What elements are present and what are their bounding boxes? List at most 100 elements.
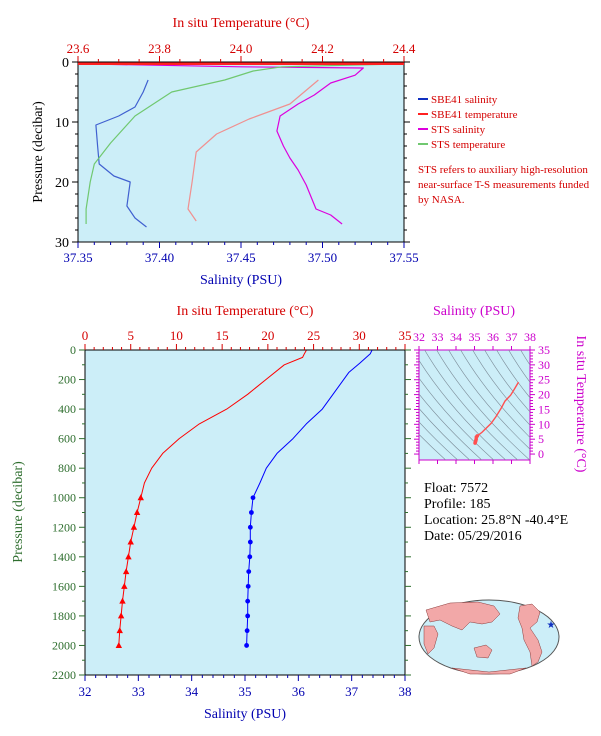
pressure-tick-label: 30: [55, 236, 69, 251]
contour-group: [419, 350, 530, 460]
temperature-marker: [137, 494, 144, 501]
temperature-marker: [115, 641, 123, 648]
sal-tick-label: 37.55: [389, 250, 418, 265]
density-contour: [419, 407, 471, 460]
bottom-tick-marks: [79, 344, 411, 681]
sal-tick-label: 35: [239, 684, 252, 699]
bottom-series-lines: [115, 350, 373, 648]
top-series-lines: [77, 62, 405, 228]
ts-sal-tick-label: 37: [506, 330, 518, 344]
temp-tick-label: 24.0: [230, 41, 253, 56]
sal-tick-label: 37: [345, 684, 359, 699]
ts-sal-tick-label: 34: [450, 330, 462, 344]
temp-tick-label: 30: [353, 328, 366, 343]
salinity-marker: [245, 598, 251, 604]
density-contour: [436, 350, 530, 460]
temperature-marker: [130, 523, 138, 530]
temp-tick-label: 20: [261, 328, 274, 343]
top-tick-marks: [72, 56, 410, 248]
temp-tick-label: 15: [216, 328, 229, 343]
pressure-tick-label: 1800: [52, 609, 76, 623]
ts-temp-axis-title: In situ Temperature (°C): [573, 336, 588, 473]
temp-tick-label: 24.4: [393, 41, 416, 56]
temperature-marker: [127, 538, 134, 545]
sal-tick-label: 38: [399, 684, 412, 699]
temp-tick-label: 5: [127, 328, 134, 343]
series-temperature: [118, 350, 307, 646]
map-australia: [473, 644, 493, 659]
top-temp-axis-title: In situ Temperature (°C): [173, 16, 310, 31]
density-contour: [484, 350, 530, 413]
pressure-tick-label: 1000: [52, 491, 76, 505]
ts-sal-tick-label: 35: [469, 330, 481, 344]
salinity-marker: [247, 554, 253, 560]
density-contour: [419, 393, 483, 460]
temperature-marker: [116, 627, 123, 634]
temperature-marker: [133, 509, 141, 515]
salinity-marker: [247, 524, 253, 530]
sal-tick-label: 34: [185, 684, 199, 699]
date: Date: 05/29/2016: [424, 529, 522, 544]
ts-temp-tick-label: 30: [538, 358, 550, 372]
density-contour: [508, 350, 530, 383]
ts-temp-tick-label: 15: [538, 402, 550, 416]
legend: SBE41 salinity SBE41 temperature STS salin…: [418, 94, 518, 151]
map-eurasia-africa: [425, 601, 501, 631]
density-contour: [448, 350, 530, 450]
ts-sal-tick-label: 36: [487, 330, 499, 344]
ts-temp-tick-label: 5: [538, 432, 544, 446]
float-info: Float: 7572 Profile: 185 Location: 25.8°…: [424, 481, 568, 545]
temperature-marker: [121, 582, 128, 589]
temperature-marker: [122, 568, 130, 575]
ts-sal-tick-label: 33: [432, 330, 444, 344]
sal-tick-label: 37.35: [63, 250, 92, 265]
density-contour: [419, 359, 507, 460]
pressure-tick-label: 2000: [52, 638, 76, 652]
temp-tick-label: 23.8: [148, 41, 171, 56]
sal-tick-label: 36: [292, 684, 306, 699]
ts-temp-tick-label: 35: [538, 343, 550, 357]
world-map: ★: [418, 599, 560, 675]
temperature-marker: [119, 597, 126, 604]
sal-tick-label: 37.45: [226, 250, 255, 265]
float-location-marker: ★: [547, 620, 556, 631]
pressure-tick-label: 600: [58, 432, 76, 446]
density-contour: [419, 377, 495, 460]
pressure-tick-label: 200: [58, 373, 76, 387]
bottom-temp-axis-title: In situ Temperature (°C): [177, 304, 314, 319]
ts-temp-tick-label: 0: [538, 447, 544, 461]
temperature-marker: [125, 553, 132, 560]
pressure-tick-label: 0: [70, 343, 76, 357]
density-contour: [520, 350, 530, 366]
full-depth-profile-chart: 0 5 10 15 20 25 30 35 32 33 34 35 36 37 38 0 200 400 600 80…: [11, 304, 412, 722]
ts-series-line: [473, 381, 520, 445]
ts-point: [475, 434, 480, 438]
sal-tick-label: 37.50: [308, 250, 337, 265]
pressure-tick-label: 1600: [52, 579, 76, 593]
series-salinity: [246, 350, 373, 646]
ts-sal-axis-title: Salinity (PSU): [433, 304, 515, 319]
sal-tick-label: 32: [79, 684, 92, 699]
density-contour: [424, 350, 519, 460]
ts-sal-tick-label: 38: [524, 330, 536, 344]
top-tick-labels: 23.6 23.8 24.0 24.2 24.4 37.35 37.40 37.45 37.50…: [55, 41, 419, 265]
salinity-marker: [244, 643, 250, 648]
salinity-marker: [250, 495, 256, 501]
legend-entry: SBE41 salinity: [431, 94, 498, 106]
salinity-marker: [244, 628, 250, 634]
float-id: Float: 7572: [424, 481, 489, 496]
salinity-marker: [247, 539, 253, 545]
bottom-pressure-axis-title: Pressure (decibar): [11, 461, 26, 563]
pressure-tick-label: 2200: [52, 668, 76, 682]
density-contour: [419, 434, 447, 460]
sal-tick-label: 33: [132, 684, 145, 699]
map-antarctica: [451, 667, 527, 675]
series-sbe41-temperature: [187, 79, 319, 222]
temp-tick-label: 25: [307, 328, 320, 343]
temp-tick-label: 0: [82, 328, 89, 343]
temp-tick-label: 10: [170, 328, 183, 343]
bottom-plot-area: [84, 349, 406, 676]
